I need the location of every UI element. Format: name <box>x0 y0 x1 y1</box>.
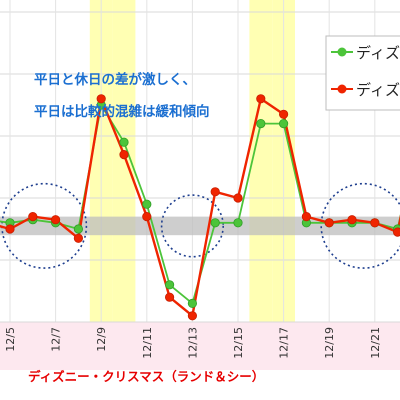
series-1-point-14 <box>278 119 289 129</box>
series-2-point-12 <box>233 193 243 203</box>
x-tick-label-6: 12/15 <box>232 327 245 359</box>
x-tick-labels: 12/5 12/7 12/9 12/11 12/13 12/15 12/17 12/19 12/… <box>4 327 382 359</box>
series-1-point-9 <box>165 280 175 290</box>
x-tick-label-4: 12/11 <box>141 327 154 359</box>
legend-label-2: ディズ <box>356 81 400 99</box>
footer-caption: ディズニー・クリスマス（ランド＆シー） <box>28 369 264 384</box>
series-1-point-8 <box>142 199 152 209</box>
weekday-circle-3 <box>320 182 400 269</box>
series-2-point-5 <box>73 233 84 243</box>
series-2-point-6 <box>96 94 106 104</box>
series-2-point-8 <box>142 212 152 222</box>
series-2-point-14 <box>278 109 289 119</box>
x-tick-label-5: 12/13 <box>186 327 199 359</box>
x-tick-label-8: 12/19 <box>323 327 336 359</box>
normal-range-band <box>0 216 400 236</box>
series-2-point-3 <box>28 212 38 222</box>
highlight-circles <box>1 182 400 269</box>
series-1-point-10 <box>187 298 197 308</box>
series-2-point-18 <box>370 218 380 228</box>
annotation-line-2: 平日は比較的混雑は緩和傾向 <box>34 103 210 120</box>
series-2-point-17 <box>347 215 357 225</box>
x-tick-label-7: 12/17 <box>278 327 291 359</box>
legend: ディズ ディズ <box>325 35 400 111</box>
series-2-point-4 <box>50 215 61 225</box>
weekend-column-2 <box>112 0 136 322</box>
series-2-point-2 <box>5 224 15 234</box>
x-axis-band <box>0 322 400 370</box>
x-tick-label-9: 12/21 <box>369 327 382 359</box>
series-2-point-13 <box>256 94 266 104</box>
weekend-column-3 <box>249 0 273 322</box>
annotation: 平日と休日の差が激しく、 平日は比較的混雑は緩和傾向 <box>34 71 210 120</box>
series-2-point-9 <box>165 292 175 302</box>
x-tick-label-1: 12/5 <box>4 327 17 352</box>
x-axis: 12/5 12/7 12/9 12/11 12/13 12/15 12/17 12/19 12/… <box>0 321 400 370</box>
series-2-point-19 <box>393 227 400 237</box>
series-2-point-11 <box>210 187 220 197</box>
annotation-line-1: 平日と休日の差が激しく、 <box>34 71 196 88</box>
series-2-point-7 <box>119 150 129 160</box>
weekday-circle-2 <box>160 194 224 258</box>
legend-box <box>325 35 400 111</box>
series-2-point-10 <box>187 311 197 321</box>
series-1-point-12 <box>233 218 243 228</box>
series-1-point-13 <box>256 119 266 129</box>
legend-swatch-marker-1 <box>337 47 347 57</box>
legend-swatch-marker-2 <box>337 84 347 94</box>
series-1-point-11 <box>210 218 220 228</box>
x-tick-label-2: 12/7 <box>50 327 63 352</box>
series-1-point-5 <box>73 224 84 234</box>
series-1-point-7 <box>119 137 129 147</box>
series-2-point-15 <box>301 212 311 222</box>
x-tick-label-3: 12/9 <box>95 327 108 352</box>
series-layer <box>0 94 400 321</box>
series-2-point-16 <box>324 218 334 228</box>
legend-label-1: ディズ <box>356 44 400 62</box>
weekday-circle-1 <box>1 182 88 269</box>
